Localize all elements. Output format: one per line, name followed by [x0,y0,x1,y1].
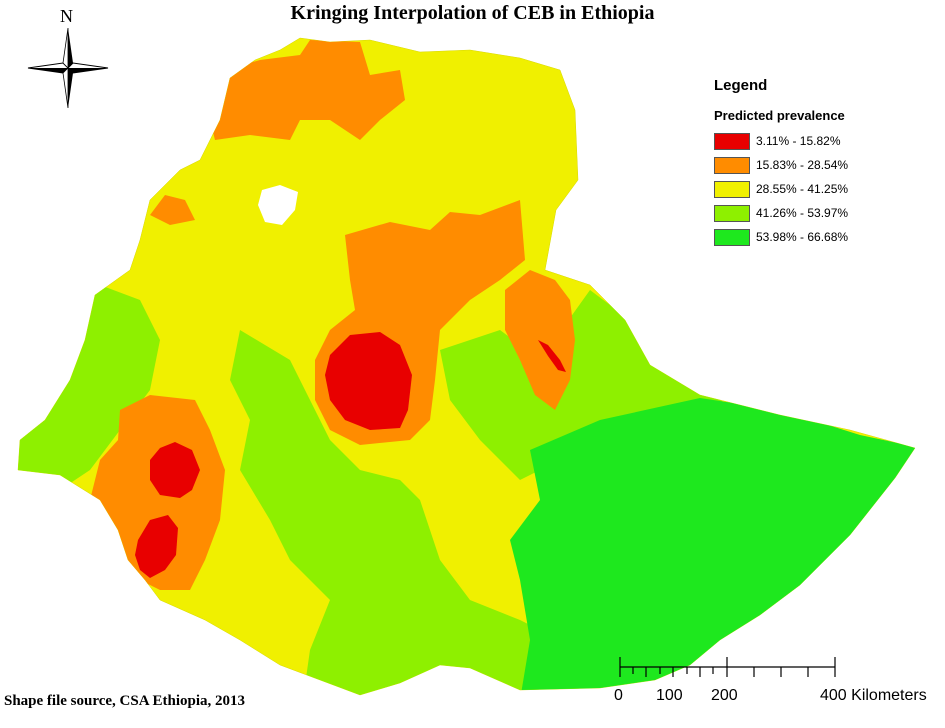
zone-red-central [325,332,412,430]
compass-rose-icon [27,27,109,109]
legend-item: 28.55% - 41.25% [714,177,848,201]
scale-tick-label: 0 [614,687,623,704]
legend-subtitle: Predicted prevalence [714,108,845,123]
zone-light-green-central [230,330,600,695]
scale-tick-label: 100 [656,687,683,704]
legend-title: Legend [714,77,768,94]
scale-bar [619,657,836,677]
legend-item: 41.26% - 53.97% [714,201,848,225]
legend-swatch [714,132,750,150]
zone-orange-east [505,270,575,410]
source-note: Shape file source, CSA Ethiopia, 2013 [4,693,246,709]
legend-item-label: 28.55% - 41.25% [756,182,849,196]
legend-item-label: 41.26% - 53.97% [756,206,849,220]
north-label: N [60,6,73,26]
zone-orange-north [210,40,405,140]
legend-item-label: 3.11% - 15.82% [756,134,841,148]
legend-item: 15.83% - 28.54% [714,153,848,177]
zone-bright-green-southeast [510,398,915,695]
legend-swatch [714,204,750,222]
legend-item-label: 15.83% - 28.54% [756,158,849,172]
zone-red-southwest-upper [150,442,200,498]
scale-tick-label: 400 Kilometers [820,687,927,704]
legend-swatch [714,180,750,198]
legend-item: 3.11% - 15.82% [714,129,848,153]
zone-red-east [538,340,566,372]
zone-light-green-east [440,290,760,480]
zone-red-southwest-lower [135,515,178,578]
scale-tick-label: 200 [711,687,738,704]
zone-orange-northwest [150,195,195,225]
legend-swatch [714,156,750,174]
legend: Legend Predicted prevalence 3.11% - 15.8… [714,77,848,249]
legend-item: 53.98% - 66.68% [714,225,848,249]
zone-orange-southwest [90,395,225,590]
legend-swatch [714,228,750,246]
map-title: Kringing Interpolation of CEB in Ethiopi… [290,2,655,24]
no-data-patch [258,185,298,225]
legend-item-label: 53.98% - 66.68% [756,230,849,244]
